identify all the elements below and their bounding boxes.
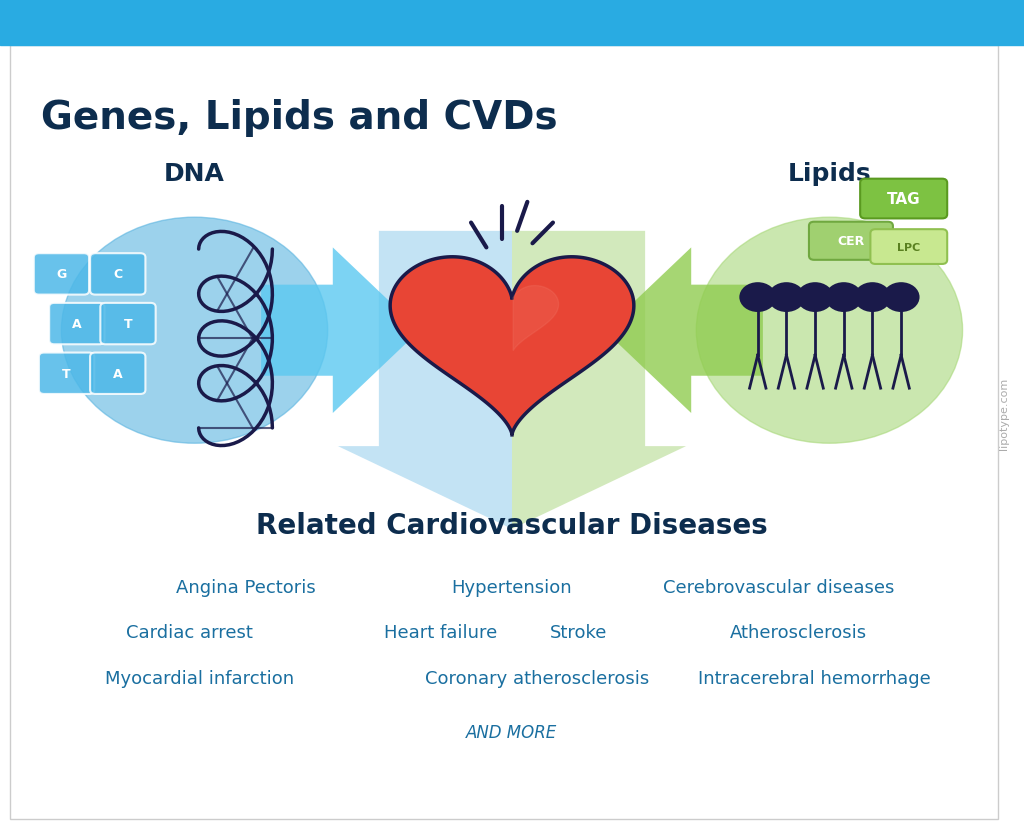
Text: CER: CER xyxy=(838,235,864,248)
Polygon shape xyxy=(512,232,686,529)
FancyBboxPatch shape xyxy=(860,179,947,219)
Text: Related Cardiovascular Diseases: Related Cardiovascular Diseases xyxy=(256,511,768,539)
Text: Stroke: Stroke xyxy=(550,624,607,642)
Text: Heart failure: Heart failure xyxy=(384,624,497,642)
Text: T: T xyxy=(62,367,71,380)
FancyBboxPatch shape xyxy=(90,254,145,295)
Polygon shape xyxy=(338,232,512,529)
Text: A: A xyxy=(113,367,123,380)
FancyBboxPatch shape xyxy=(90,353,145,394)
Circle shape xyxy=(883,283,920,313)
Text: Hypertension: Hypertension xyxy=(452,578,572,596)
Text: Genes, Lipids and CVDs: Genes, Lipids and CVDs xyxy=(41,99,558,137)
Text: Coronary atherosclerosis: Coronary atherosclerosis xyxy=(426,669,649,687)
Polygon shape xyxy=(604,248,763,414)
Text: C: C xyxy=(114,268,122,281)
Circle shape xyxy=(797,283,834,313)
FancyBboxPatch shape xyxy=(870,230,947,265)
Ellipse shape xyxy=(696,218,963,443)
Text: AND MORE: AND MORE xyxy=(466,723,558,741)
Circle shape xyxy=(739,283,776,313)
Text: T: T xyxy=(124,318,132,331)
Ellipse shape xyxy=(61,218,328,443)
FancyBboxPatch shape xyxy=(49,304,104,345)
Polygon shape xyxy=(390,257,634,435)
Polygon shape xyxy=(513,286,558,351)
Text: Myocardial infarction: Myocardial infarction xyxy=(105,669,294,687)
Text: A: A xyxy=(72,318,82,331)
Text: Intracerebral hemorrhage: Intracerebral hemorrhage xyxy=(697,669,931,687)
FancyBboxPatch shape xyxy=(34,254,89,295)
Polygon shape xyxy=(261,248,420,414)
Bar xyxy=(0,0,1024,45)
Text: DNA: DNA xyxy=(164,162,225,185)
Text: G: G xyxy=(56,268,67,281)
Text: Lipids: Lipids xyxy=(787,162,871,185)
Circle shape xyxy=(825,283,862,313)
Text: Atherosclerosis: Atherosclerosis xyxy=(730,624,867,642)
Circle shape xyxy=(768,283,805,313)
Text: Angina Pectoris: Angina Pectoris xyxy=(176,578,315,596)
Text: lipotype.com: lipotype.com xyxy=(998,377,1009,450)
Text: Cardiac arrest: Cardiac arrest xyxy=(126,624,253,642)
Text: LPC: LPC xyxy=(897,242,921,252)
FancyBboxPatch shape xyxy=(100,304,156,345)
Text: Cerebrovascular diseases: Cerebrovascular diseases xyxy=(663,578,894,596)
Text: TAG: TAG xyxy=(887,192,921,207)
FancyBboxPatch shape xyxy=(39,353,94,394)
Circle shape xyxy=(854,283,891,313)
FancyBboxPatch shape xyxy=(809,222,893,261)
